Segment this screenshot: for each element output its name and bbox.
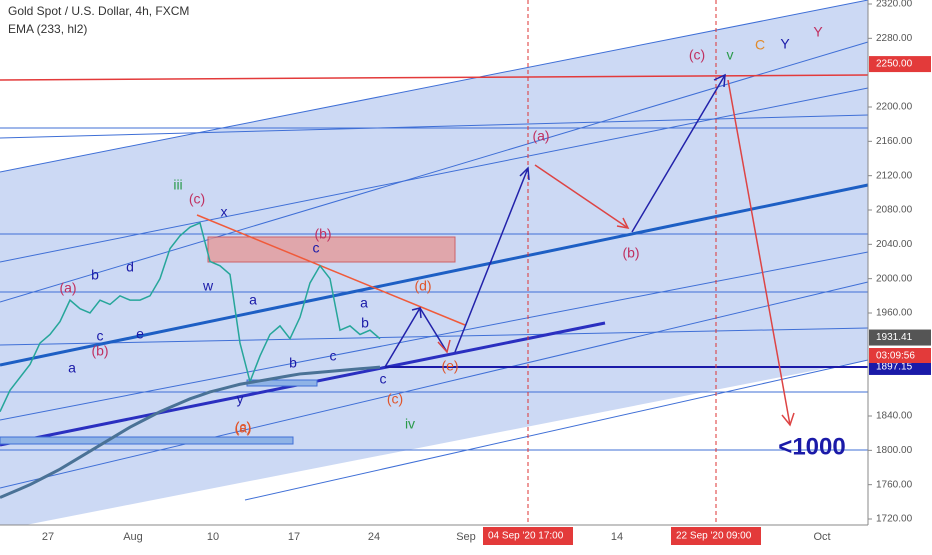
wave-label: c — [330, 348, 337, 364]
series-line — [0, 221, 381, 413]
wave-label: (c) — [689, 47, 705, 63]
wave-label: Y — [813, 24, 823, 40]
wave-label: (b) — [91, 343, 108, 359]
countdown: 03:09:56 — [876, 351, 915, 362]
wave-label: c — [313, 240, 320, 256]
date-label: 22 Sep '20 09:00 — [676, 531, 752, 542]
date-label-bg — [483, 527, 573, 545]
wave-label: (a) — [532, 128, 549, 144]
wave-label: b — [289, 355, 297, 371]
wave-label: d — [126, 259, 134, 275]
date-label: 04 Sep '20 17:00 — [488, 531, 564, 542]
wave-label: (c) — [189, 191, 205, 207]
wave-label: (b) — [622, 245, 639, 261]
wave-label: c — [380, 371, 387, 387]
wave-label: iii — [173, 177, 182, 193]
wave-label: a — [68, 360, 76, 376]
y-tick-label: 1960.00 — [876, 308, 913, 319]
y-tick-label: 2080.00 — [876, 205, 913, 216]
wave-label: (b) — [314, 226, 331, 242]
price-label: 2250.00 — [876, 59, 913, 70]
x-tick-label: Sep — [456, 531, 476, 543]
x-tick-label: 24 — [368, 531, 380, 543]
wave-label: (a) — [234, 420, 251, 436]
channel — [0, 0, 869, 530]
arrows — [384, 73, 795, 427]
y-tick-label: 2040.00 — [876, 239, 913, 250]
x-tick-label: 27 — [42, 531, 54, 543]
wave-label: (d) — [414, 278, 431, 294]
date-label-bg — [671, 527, 761, 545]
wave-label: x — [221, 204, 228, 220]
price-label-bg — [869, 329, 931, 346]
y-axis-bg — [868, 0, 932, 550]
y-tick-label: 2160.00 — [876, 136, 913, 147]
wave-label: a — [360, 295, 368, 311]
x-tick-label: 17 — [288, 531, 300, 543]
wave-label: b — [361, 315, 369, 331]
wave-label: a — [249, 292, 257, 308]
y-tick-label: 2320.00 — [876, 0, 913, 10]
y-tick-label: 2000.00 — [876, 273, 913, 284]
wave-label: (c) — [387, 391, 403, 407]
wave-label: e — [136, 326, 144, 342]
x-tick-label: 14 — [611, 531, 623, 543]
y-tick-label: 1840.00 — [876, 411, 913, 422]
price-label-bg — [869, 56, 931, 73]
wave-label: (e) — [441, 358, 458, 374]
x-axis-bg — [0, 525, 932, 550]
chart-title: Gold Spot / U.S. Dollar, 4h, FXCM — [8, 4, 189, 18]
y-tick-label: 1720.00 — [876, 514, 913, 525]
countdown-bg — [869, 348, 931, 363]
wave-label: c — [97, 328, 104, 344]
y-tick-label: 1760.00 — [876, 479, 913, 490]
wave-label: iv — [405, 416, 415, 432]
indicator-label: EMA (233, hl2) — [8, 22, 87, 36]
wave-label: Y — [780, 36, 790, 52]
wave-label: <1000 — [778, 433, 845, 460]
wave-label: (a) — [59, 280, 76, 296]
x-tick-label: Oct — [813, 531, 830, 543]
series-line — [0, 365, 381, 499]
x-tick-label: 10 — [207, 531, 219, 543]
y-tick-label: 2120.00 — [876, 170, 913, 181]
wave-label: y — [237, 391, 244, 407]
y-tick-label: 2280.00 — [876, 33, 913, 44]
price-label: 1931.41 — [876, 332, 913, 343]
y-tick-label: 2200.00 — [876, 102, 913, 113]
wave-label: b — [91, 267, 99, 283]
x-tick-label: Aug — [123, 531, 143, 543]
price-label: 1897.15 — [876, 362, 913, 373]
wave-label: C — [755, 37, 765, 53]
y-tick-label: 1800.00 — [876, 445, 913, 456]
wave-label: w — [202, 278, 214, 294]
wave-label: (c) — [235, 419, 251, 435]
wave-label: v — [727, 47, 734, 63]
